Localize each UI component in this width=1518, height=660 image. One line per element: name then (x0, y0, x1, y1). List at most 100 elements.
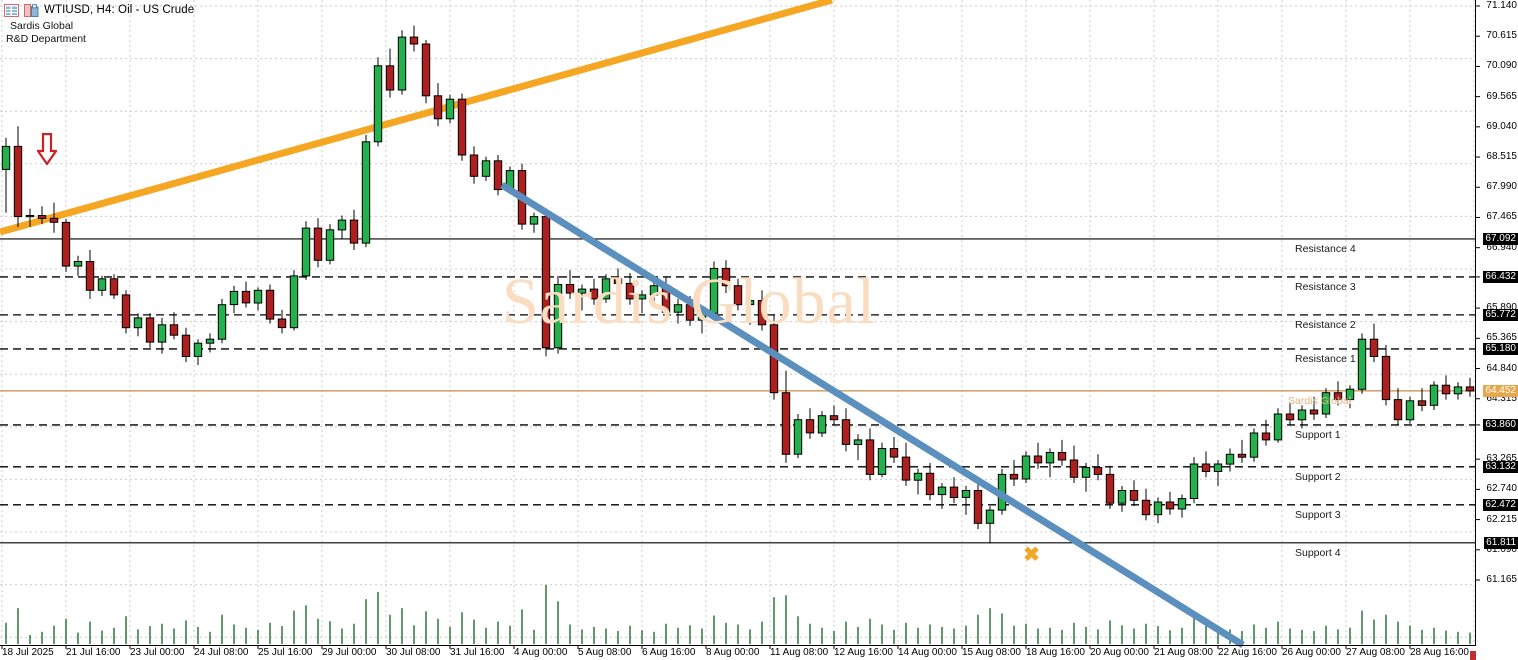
candle-body (805, 419, 815, 434)
time-axis[interactable]: 18 Jul 2025 21 Jul 16:00 23 Jul 00:00 24 Ju… (0, 646, 1476, 660)
candle-body (625, 282, 635, 300)
level-caption-support-4: Support 4 (1295, 546, 1341, 559)
price-tick: 68.515 (1486, 151, 1517, 163)
candle-body (1429, 384, 1439, 406)
candle-body (253, 289, 263, 304)
time-tick: 26 Aug 00:00 (1282, 647, 1341, 658)
brand-block: Sardis Global R&D Department (6, 20, 86, 46)
price-tick: 69.565 (1486, 90, 1517, 102)
chart-candles-icon[interactable] (24, 4, 39, 17)
candle-body (481, 160, 491, 177)
candle-body (145, 317, 155, 343)
level-caption-resistance-4: Resistance 4 (1295, 242, 1356, 255)
candle-body (85, 261, 95, 291)
candle-body (1357, 338, 1367, 390)
candle-body (301, 227, 311, 277)
price-tick: 63.265 (1486, 453, 1517, 465)
candle-body (1345, 388, 1355, 401)
candle-body (829, 415, 839, 421)
candle-body (637, 294, 647, 300)
arrow-down-marker (37, 133, 57, 165)
time-axis-divider (0, 645, 1476, 646)
candle-body (1189, 463, 1199, 499)
price-tick: 66.940 (1486, 241, 1517, 253)
candle-body (757, 300, 767, 326)
candle-body (1381, 355, 1391, 401)
candle-body (901, 456, 911, 481)
time-tick: 29 Jul 00:00 (322, 647, 377, 658)
brand-line-1: Sardis Global (10, 20, 74, 32)
candle-body (1153, 501, 1163, 516)
candle-body (97, 278, 107, 291)
level-caption-sardis-global: Sardis Global (1288, 394, 1352, 407)
price-tick: 67.465 (1486, 211, 1517, 223)
candle-body (1045, 452, 1055, 464)
brand-line-2: R&D Department (6, 33, 86, 45)
candle-body (1165, 501, 1175, 510)
candle-body (205, 338, 215, 344)
level-price-label: 63.860 (1483, 418, 1518, 431)
time-tick: 15 Aug 08:00 (962, 647, 1021, 658)
candle-body (157, 324, 167, 343)
time-tick: 18 Aug 16:00 (1026, 647, 1085, 658)
candle-body (397, 36, 407, 91)
candle-body (817, 415, 827, 434)
price-tick: 61.690 (1486, 543, 1517, 555)
downtrend-resistance[interactable] (500, 182, 1245, 648)
candle-body (601, 278, 611, 300)
level-caption-resistance-2: Resistance 2 (1295, 318, 1356, 331)
candle-body (241, 290, 251, 304)
time-tick: 23 Jul 00:00 (130, 647, 185, 658)
candle-body (1405, 400, 1415, 421)
candle-body (793, 419, 803, 455)
time-tick: 12 Aug 16:00 (834, 647, 893, 658)
candle-body (1237, 453, 1247, 458)
level-caption-resistance-1: Resistance 1 (1295, 352, 1356, 365)
data-window-icon[interactable] (4, 4, 19, 17)
candle-body (325, 229, 335, 261)
candle-body (313, 227, 323, 261)
candle-body (529, 216, 539, 225)
candle-body (1009, 473, 1019, 480)
level-caption-resistance-3: Resistance 3 (1295, 280, 1356, 293)
candle-body (1069, 459, 1079, 478)
candle-body (1441, 384, 1451, 395)
price-tick: 71.140 (1486, 0, 1517, 11)
time-tick: 8 Aug 00:00 (706, 647, 760, 658)
chart-header: WTIUSD, H4: Oil - US Crude (4, 3, 194, 17)
candle-body (49, 217, 59, 223)
candle-body (1309, 409, 1319, 415)
level-price-label: 63.132 (1483, 460, 1518, 473)
candle-body (1393, 399, 1403, 421)
level-price-label: 66.432 (1483, 270, 1518, 283)
time-tick: 21 Jul 16:00 (66, 647, 121, 658)
candle-body (337, 219, 347, 231)
candle-body (889, 448, 899, 458)
candle-body (1369, 338, 1379, 358)
candle-body (409, 36, 419, 45)
price-tick: 67.990 (1486, 181, 1517, 193)
price-axis-divider (1475, 0, 1476, 645)
candle-body (1213, 463, 1223, 472)
candle-body (1057, 452, 1067, 461)
candle-body (121, 294, 131, 329)
time-tick: 25 Jul 16:00 (258, 647, 313, 658)
candle-body (361, 141, 371, 244)
candle-body (697, 312, 707, 321)
candle-body (1297, 409, 1307, 421)
time-tick: 22 Aug 16:00 (1218, 647, 1277, 658)
price-tick: 70.090 (1486, 60, 1517, 72)
candle-body (973, 490, 983, 524)
uptrend-resistance[interactable] (0, 0, 833, 236)
candle-body (373, 65, 383, 143)
time-tick: 11 Aug 08:00 (770, 647, 829, 658)
candle-body (289, 275, 299, 329)
candle-body (913, 472, 923, 481)
candle-body (1261, 432, 1271, 441)
price-axis[interactable]: 71.140 70.615 70.090 69.565 69.040 68.515 67.9… (1476, 0, 1518, 645)
level-price-label: 62.472 (1483, 498, 1518, 511)
candle-body (709, 267, 719, 314)
candle-body (1021, 455, 1031, 480)
